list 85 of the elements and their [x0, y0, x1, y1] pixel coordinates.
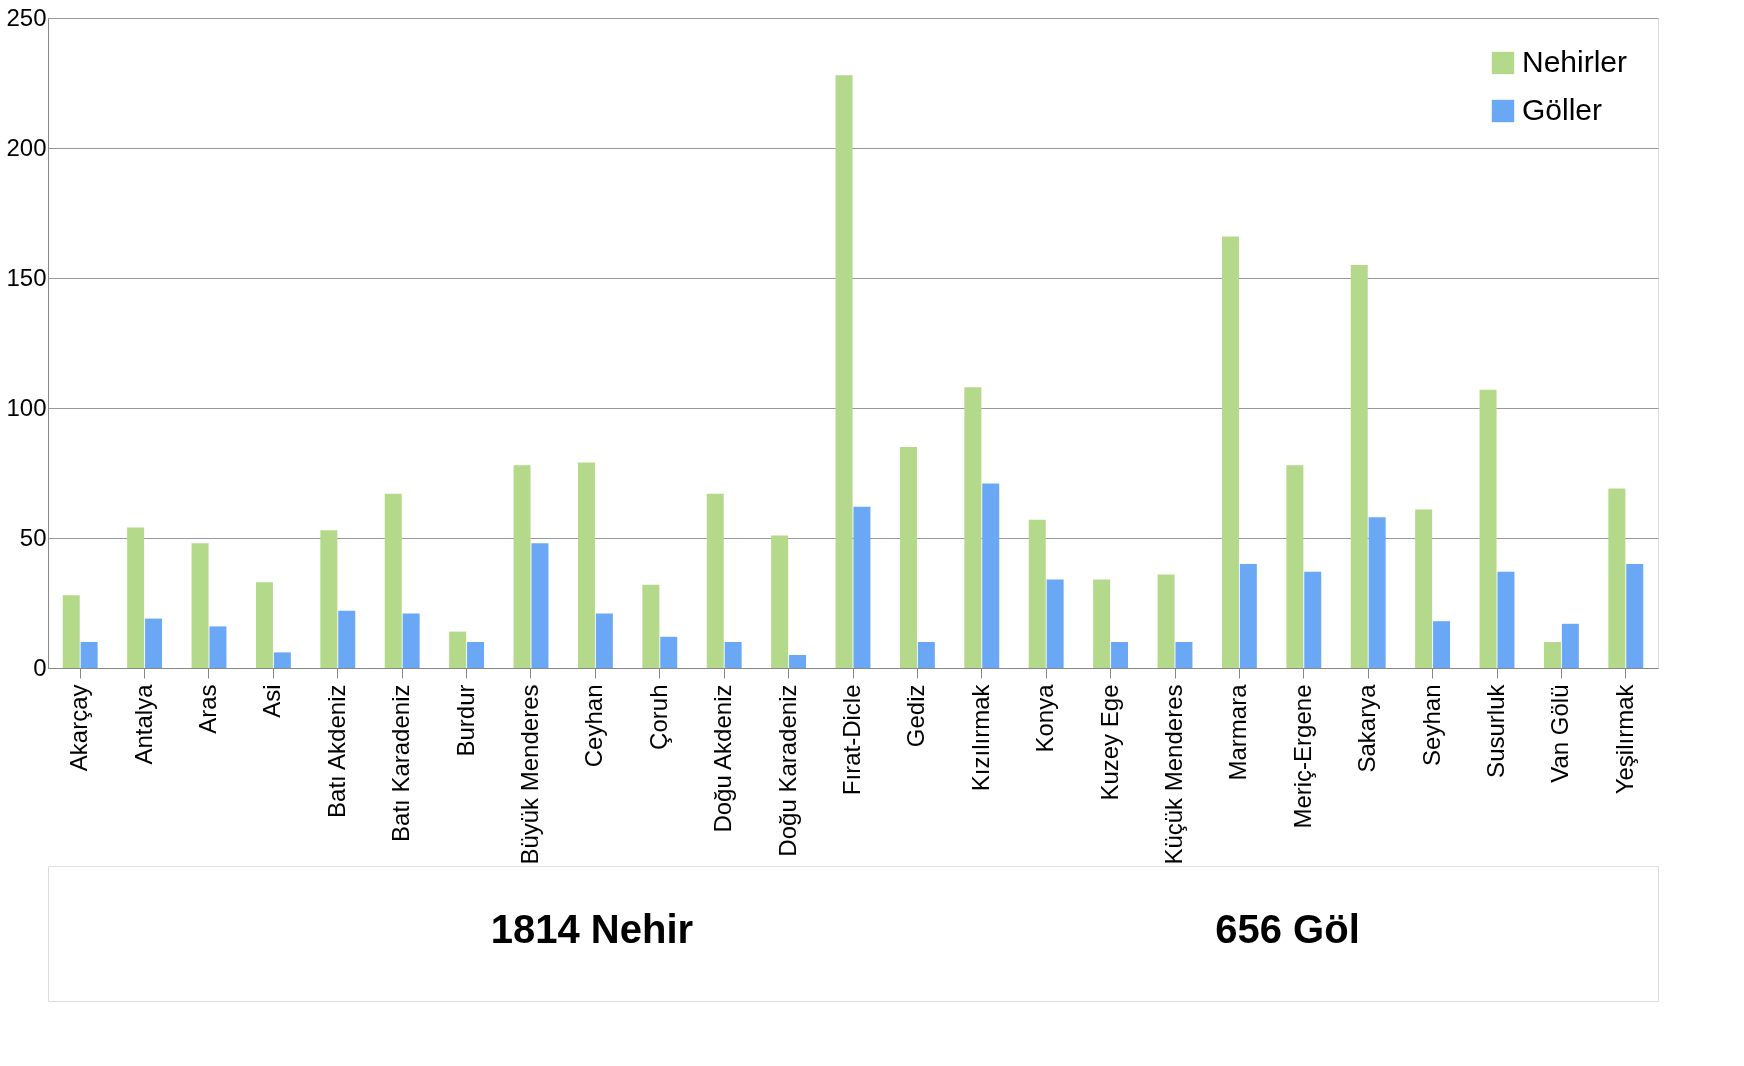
- bar: [982, 483, 1000, 668]
- text: 1814 Nehir: [490, 907, 694, 951]
- bar: [1028, 519, 1046, 668]
- bar: [320, 530, 338, 668]
- bar: [467, 642, 485, 668]
- bar: [899, 447, 917, 668]
- bar: [255, 582, 273, 668]
- x-tick-label: Doğu Karadeniz: [773, 684, 801, 857]
- bar: [853, 506, 871, 668]
- x-tick-label: Akarçay: [65, 684, 93, 772]
- x-tick-label: Doğu Akdeniz: [709, 684, 737, 833]
- x-tick-label: Susurluk: [1482, 683, 1509, 778]
- bar: [62, 595, 80, 668]
- x-tick-label: Seyhan: [1417, 684, 1445, 766]
- x-tick-label: Fırat-Dicle: [838, 684, 865, 796]
- bar: [273, 652, 291, 668]
- bar: [1479, 389, 1497, 668]
- x-tick-label: Gediz: [902, 684, 930, 748]
- y-tick-label: 250: [6, 3, 47, 31]
- bar: [964, 387, 982, 668]
- bar: [1093, 579, 1111, 668]
- bar: [1608, 488, 1626, 668]
- legend-label: Nehirler: [1522, 45, 1628, 78]
- x-tick-label: Ceyhan: [580, 684, 608, 768]
- bar: [191, 543, 209, 668]
- bar: [789, 655, 807, 668]
- x-tick-label: Konya: [1031, 683, 1059, 753]
- bar: [1046, 579, 1064, 668]
- y-tick-label: 100: [6, 393, 47, 421]
- x-tick-label: Meriç-Ergene: [1288, 684, 1316, 829]
- bar: [1543, 642, 1561, 668]
- bar: [1561, 623, 1579, 668]
- bar: [338, 610, 356, 668]
- x-tick-label: Burdur: [451, 684, 479, 757]
- bar: [1111, 642, 1129, 668]
- bar: [531, 543, 549, 668]
- bar: [1415, 509, 1433, 668]
- bar: [1157, 574, 1175, 668]
- bar: [145, 618, 163, 668]
- bar: [724, 642, 742, 668]
- x-tick-label: Büyük Menderes: [516, 684, 543, 865]
- bar: [209, 626, 227, 668]
- bar: [1221, 236, 1239, 668]
- text: 656 Göl: [1215, 907, 1360, 951]
- bar: [1286, 465, 1304, 668]
- bar: [577, 462, 595, 668]
- x-tick-label: Kuzey Ege: [1095, 684, 1123, 801]
- bar: [384, 493, 402, 668]
- x-tick-label: Antalya: [129, 683, 157, 765]
- x-tick-label: Batı Akdeniz: [322, 684, 350, 818]
- x-tick-label: Asi: [258, 684, 286, 718]
- bar: [642, 584, 660, 668]
- x-tick-label: Sakarya: [1353, 683, 1381, 773]
- bar: [595, 613, 613, 668]
- bar: [1497, 571, 1515, 668]
- x-tick-label: Marmara: [1224, 683, 1252, 781]
- y-tick-label: 200: [6, 133, 47, 161]
- x-tick-label: Aras: [194, 684, 221, 734]
- x-tick-label: Çoruh: [644, 684, 672, 750]
- bar: [706, 493, 724, 668]
- y-tick-label: 50: [19, 523, 47, 551]
- x-tick-label: Van Gölü: [1546, 684, 1574, 783]
- bar: [449, 631, 467, 668]
- bar: [1304, 571, 1322, 668]
- bar: [127, 527, 145, 668]
- bar: [1350, 265, 1368, 668]
- x-tick-label: Batı Karadeniz: [387, 684, 415, 842]
- x-tick-label: Yeşilırmak: [1610, 683, 1638, 795]
- legend-label: Göller: [1522, 93, 1603, 126]
- bar: [1175, 642, 1193, 668]
- bar: [660, 636, 678, 668]
- y-tick-label: 150: [6, 263, 47, 291]
- bar: [1368, 517, 1386, 668]
- bar: [1433, 621, 1451, 668]
- bar: [917, 642, 935, 668]
- bar: [513, 465, 531, 668]
- bar: [402, 613, 420, 668]
- x-tick-label: Kızılırmak: [966, 683, 994, 792]
- bar: [1626, 564, 1644, 668]
- x-tick-label: Küçük Menderes: [1160, 684, 1187, 865]
- y-tick-label: 0: [33, 653, 47, 681]
- bar: [835, 75, 853, 668]
- bar: [80, 642, 98, 668]
- bar: [771, 535, 789, 668]
- bar: [1239, 564, 1257, 668]
